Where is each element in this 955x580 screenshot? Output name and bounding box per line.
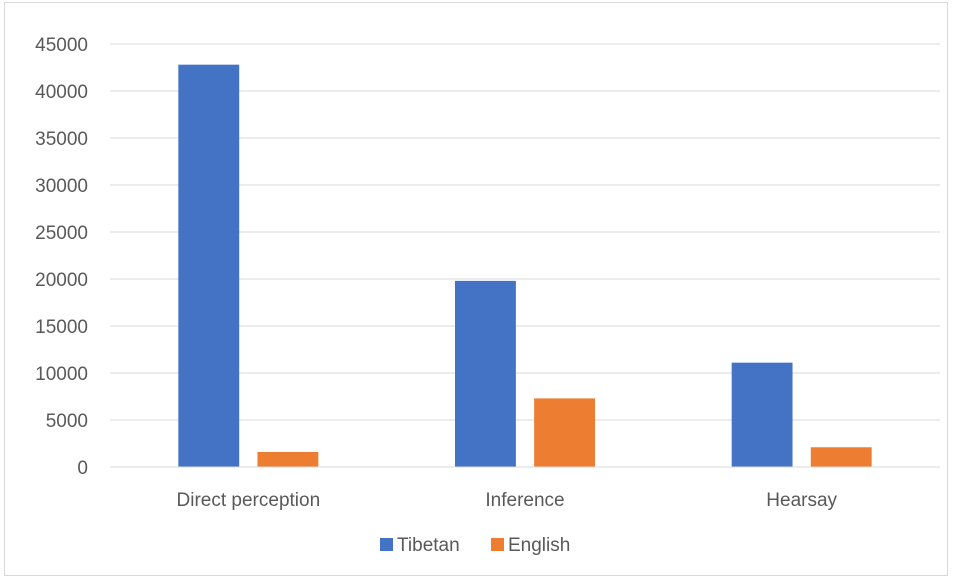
y-tick-label: 0: [77, 458, 88, 479]
bars: [178, 64, 872, 468]
y-tick-label: 45000: [35, 35, 88, 56]
y-tick-label: 30000: [35, 176, 88, 197]
y-axis-tick-labels: 0 5000 10000 15000 20000 25000 30000 35000 40000…: [35, 35, 88, 479]
y-tick-label: 5000: [46, 411, 88, 432]
bar-english: [810, 447, 872, 467]
y-tick-label: 15000: [35, 317, 88, 338]
gridlines: [110, 43, 940, 421]
bar-tibetan: [731, 362, 793, 467]
y-tick-label: 40000: [35, 82, 88, 103]
x-category-label: Direct perception: [177, 490, 321, 511]
legend-label: Tibetan: [397, 535, 460, 556]
y-tick-label: 20000: [35, 270, 88, 291]
bar-tibetan: [178, 64, 240, 468]
y-tick-label: 35000: [35, 129, 88, 150]
y-tick-label: 25000: [35, 223, 88, 244]
y-tick-label: 10000: [35, 364, 88, 385]
bar-english: [534, 398, 595, 467]
legend-swatch-english: [491, 538, 504, 551]
bar-tibetan: [455, 280, 516, 467]
x-category-label: Hearsay: [766, 490, 837, 511]
bar-english: [257, 451, 319, 467]
legend-label: English: [508, 535, 570, 556]
x-axis-category-labels: Direct perception Inference Hearsay: [177, 490, 838, 511]
legend-swatch-tibetan: [380, 538, 393, 551]
legend: Tibetan English: [380, 535, 570, 556]
x-category-label: Inference: [485, 490, 564, 511]
